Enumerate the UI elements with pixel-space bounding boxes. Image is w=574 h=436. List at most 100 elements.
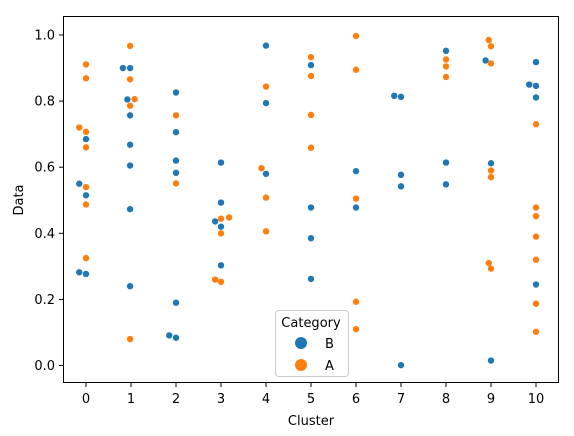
point-b-40 bbox=[442, 159, 450, 166]
point-a-37 bbox=[487, 43, 495, 50]
point-b-24 bbox=[217, 262, 225, 269]
x-tick-label: 9 bbox=[487, 392, 495, 407]
point-a-35 bbox=[442, 73, 450, 81]
point-a-26 bbox=[307, 111, 315, 119]
legend-box bbox=[275, 310, 349, 377]
point-b-39 bbox=[442, 47, 450, 55]
point-b-10 bbox=[126, 162, 134, 169]
point-b-41 bbox=[442, 181, 450, 188]
legend-title: Category bbox=[281, 316, 341, 331]
point-b-30 bbox=[307, 235, 315, 242]
point-a-14 bbox=[172, 180, 180, 187]
point-a-31 bbox=[352, 298, 360, 305]
point-a-45 bbox=[532, 212, 540, 220]
point-a-2 bbox=[76, 124, 83, 131]
point-a-25 bbox=[307, 72, 315, 80]
y-tick-label: 1.0 bbox=[34, 29, 55, 44]
x-axis-label: Cluster bbox=[288, 414, 335, 429]
point-b-27 bbox=[262, 170, 270, 178]
y-tick-label: 0.0 bbox=[34, 359, 55, 374]
point-a-11 bbox=[126, 102, 134, 109]
x-tick-label: 4 bbox=[262, 392, 270, 407]
legend-marker-a bbox=[295, 359, 307, 371]
point-a-7 bbox=[82, 254, 90, 262]
point-a-21 bbox=[258, 164, 265, 172]
point-b-38 bbox=[397, 361, 405, 369]
point-b-17 bbox=[172, 299, 180, 306]
point-a-41 bbox=[485, 259, 492, 267]
point-a-8 bbox=[126, 42, 134, 50]
point-a-10 bbox=[131, 95, 138, 103]
point-a-43 bbox=[532, 121, 540, 128]
point-a-38 bbox=[487, 60, 495, 67]
point-a-47 bbox=[532, 256, 540, 263]
point-b-33 bbox=[352, 204, 360, 211]
point-b-9 bbox=[126, 141, 134, 148]
data-points bbox=[76, 32, 540, 369]
point-b-42 bbox=[482, 57, 489, 64]
point-a-6 bbox=[82, 201, 90, 208]
y-tick-label: 0.6 bbox=[34, 161, 55, 176]
point-b-4 bbox=[82, 270, 90, 278]
point-b-46 bbox=[532, 58, 540, 66]
point-b-12 bbox=[126, 282, 134, 290]
point-a-23 bbox=[262, 228, 270, 235]
y-tick-label: 0.4 bbox=[34, 227, 55, 242]
point-a-15 bbox=[217, 215, 225, 222]
point-a-24 bbox=[307, 53, 315, 61]
point-a-39 bbox=[487, 167, 495, 174]
x-tick-label: 10 bbox=[528, 392, 545, 407]
point-a-48 bbox=[532, 300, 540, 307]
point-b-16 bbox=[172, 169, 180, 177]
y-axis-label: Data bbox=[12, 184, 27, 215]
point-a-28 bbox=[352, 32, 360, 40]
point-b-28 bbox=[307, 61, 315, 69]
point-a-22 bbox=[262, 194, 270, 201]
point-b-23 bbox=[217, 223, 225, 230]
x-axis-ticks: 0 1 2 3 4 5 6 7 8 9 10 bbox=[82, 382, 545, 407]
point-b-36 bbox=[397, 171, 405, 179]
point-b-26 bbox=[262, 99, 270, 107]
point-a-19 bbox=[217, 278, 225, 286]
point-b-22 bbox=[211, 218, 219, 225]
point-b-13 bbox=[172, 89, 180, 96]
point-a-34 bbox=[442, 63, 450, 70]
legend-marker-b bbox=[295, 337, 307, 349]
point-b-48 bbox=[532, 94, 540, 101]
y-tick-label: 0.2 bbox=[34, 293, 55, 308]
point-b-7 bbox=[126, 64, 134, 72]
point-a-4 bbox=[82, 144, 90, 151]
point-b-34 bbox=[391, 92, 398, 100]
point-b-14 bbox=[172, 128, 180, 136]
point-b-18 bbox=[166, 332, 173, 339]
point-a-12 bbox=[126, 335, 134, 343]
point-b-1 bbox=[76, 269, 83, 276]
point-a-42 bbox=[487, 265, 495, 272]
point-b-32 bbox=[352, 167, 360, 175]
x-tick-label: 1 bbox=[127, 392, 135, 407]
point-b-5 bbox=[119, 64, 127, 72]
point-b-35 bbox=[397, 93, 405, 101]
point-a-49 bbox=[532, 328, 540, 335]
point-b-29 bbox=[307, 204, 315, 211]
point-b-19 bbox=[172, 334, 180, 341]
point-a-32 bbox=[352, 325, 360, 333]
point-b-11 bbox=[126, 205, 134, 213]
point-a-29 bbox=[352, 66, 360, 73]
point-a-44 bbox=[532, 204, 540, 211]
legend: Category B A bbox=[275, 310, 349, 377]
x-tick-label: 3 bbox=[217, 392, 225, 407]
point-a-1 bbox=[82, 75, 90, 82]
legend-label-a: A bbox=[325, 359, 334, 374]
point-a-20 bbox=[262, 83, 270, 90]
point-a-9 bbox=[126, 76, 134, 83]
point-b-43 bbox=[487, 160, 495, 167]
x-tick-label: 8 bbox=[442, 392, 450, 407]
point-b-2 bbox=[82, 135, 90, 143]
point-b-0 bbox=[76, 180, 83, 187]
point-a-13 bbox=[172, 112, 180, 119]
point-a-46 bbox=[532, 233, 540, 240]
point-b-37 bbox=[397, 183, 405, 190]
legend-label-b: B bbox=[325, 337, 334, 352]
